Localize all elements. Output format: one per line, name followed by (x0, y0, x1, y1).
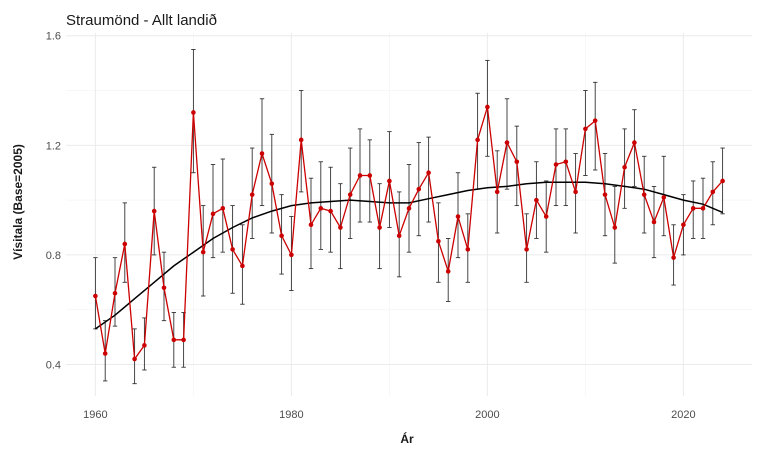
data-point (671, 255, 676, 260)
data-point (142, 343, 147, 348)
data-point (661, 195, 667, 200)
data-point (279, 233, 284, 239)
data-point (700, 206, 706, 211)
x-axis-ticks: 1960 1980 2000 2020 (83, 409, 695, 421)
trend-line (94, 181, 723, 330)
data-point (259, 151, 265, 156)
data-point (122, 241, 128, 247)
data-point (622, 164, 627, 170)
chart-title: Straumönd - Allt landið (66, 12, 217, 29)
x-axis-title: Ár (400, 431, 414, 446)
data-point (602, 192, 608, 197)
data-point (681, 222, 686, 228)
data-point (112, 290, 118, 296)
data-point (710, 189, 716, 195)
data-point (475, 137, 480, 143)
data-point (367, 173, 373, 178)
y-tick-label: 0.4 (46, 359, 61, 371)
data-point (632, 140, 637, 145)
data-point (455, 214, 461, 219)
data-point (181, 337, 186, 343)
data-point (485, 104, 490, 110)
data-point (308, 222, 314, 228)
x-tick-label: 1960 (83, 409, 107, 421)
data-point (504, 140, 510, 145)
data-point (171, 337, 177, 343)
data-point (357, 173, 363, 178)
data-point (387, 178, 392, 184)
y-axis-title: Vísitala (Base=2005) (11, 144, 25, 260)
data-point (249, 192, 255, 197)
data-point (210, 211, 216, 217)
data-point (102, 351, 108, 356)
data-point (592, 118, 598, 123)
error-bars (93, 48, 725, 385)
data-point (200, 249, 206, 255)
data-point (534, 197, 539, 203)
y-tick-label: 1.6 (46, 31, 61, 43)
data-point (543, 214, 549, 219)
data-point (514, 159, 520, 165)
data-point (347, 192, 353, 197)
y-axis-ticks: 0.4 0.8 1.2 1.6 (46, 31, 61, 372)
y-tick-label: 0.8 (46, 250, 61, 262)
data-point (651, 219, 657, 225)
data-point (240, 263, 245, 269)
data-point (318, 206, 324, 211)
data-point (132, 356, 137, 362)
data-point (93, 293, 98, 299)
data-point (524, 247, 529, 252)
data-point (328, 208, 333, 214)
x-tick-label: 2020 (671, 409, 695, 421)
data-point (289, 252, 294, 258)
data-point (298, 137, 304, 143)
data-point (338, 225, 343, 230)
data-point (191, 110, 196, 115)
data-point (465, 247, 471, 252)
x-tick-label: 2000 (475, 409, 499, 421)
data-point (377, 225, 382, 230)
data-point (161, 285, 167, 291)
data-point (406, 206, 412, 211)
data-point (720, 178, 725, 184)
data-point (436, 238, 441, 244)
data-point (396, 233, 402, 239)
data-point (416, 186, 422, 192)
data-point (269, 181, 275, 186)
y-tick-label: 1.2 (46, 140, 61, 152)
data-point (426, 170, 431, 176)
data-point (230, 247, 235, 252)
data-points (93, 104, 725, 362)
data-point (563, 159, 569, 165)
data-point (641, 192, 647, 197)
data-point (553, 162, 559, 167)
data-point (151, 208, 157, 214)
x-tick-label: 1980 (279, 409, 303, 421)
data-point (583, 126, 588, 132)
data-point (445, 269, 451, 274)
data-point (573, 189, 578, 195)
data-point (612, 225, 618, 230)
data-point (494, 189, 500, 195)
data-point (690, 206, 696, 211)
data-point (220, 206, 226, 211)
